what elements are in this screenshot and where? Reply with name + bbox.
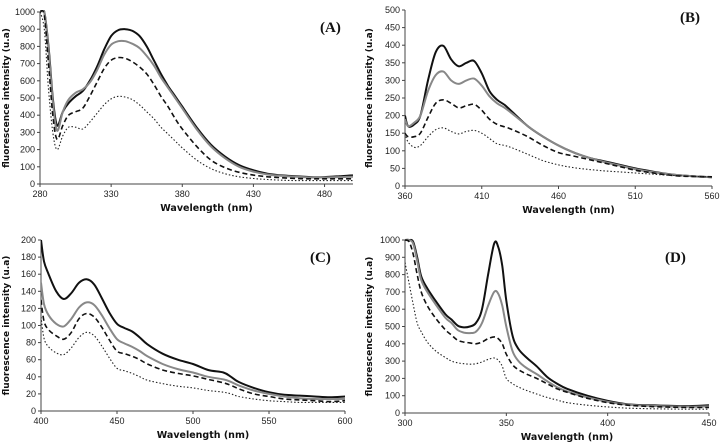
y-tick-label: 0 [395, 181, 400, 191]
y-tick-label: 500 [20, 93, 35, 103]
series-line-solid-black [405, 238, 710, 408]
y-tick-label: 100 [21, 321, 36, 331]
y-tick-label: 500 [385, 322, 400, 332]
series-line-dashed-black [405, 239, 709, 409]
panel-label: (D) [665, 250, 686, 266]
x-tick-label: 550 [261, 416, 276, 426]
x-axis-label: Wavelength (nm) [160, 203, 252, 214]
y-tick-label: 700 [20, 59, 35, 69]
y-tick-label: 0 [395, 408, 400, 418]
y-tick-label: 150 [385, 128, 400, 138]
y-tick-label: 0 [31, 406, 36, 416]
y-axis-label: fluorescence intensity (u.a) [2, 256, 12, 396]
series-line-solid-gray [405, 70, 713, 179]
y-tick-label: 100 [385, 391, 400, 401]
x-axis-label: Wavelength (nm) [157, 430, 249, 441]
x-tick-label: 430 [246, 189, 261, 199]
y-tick-label: 400 [385, 339, 400, 349]
series-line-dotted-black [405, 127, 713, 178]
x-tick-label: 400 [33, 416, 48, 426]
series-line-solid-black [405, 44, 713, 179]
y-tick-label: 100 [20, 162, 35, 172]
y-tick-label: 200 [385, 373, 400, 383]
x-tick-label: 410 [474, 191, 489, 201]
x-tick-label: 460 [551, 191, 566, 201]
y-tick-label: 400 [20, 110, 35, 120]
panel-label: (B) [680, 10, 700, 26]
series-line-dashed-black [405, 98, 713, 178]
y-tick-label: 50 [390, 163, 400, 173]
x-tick-label: 560 [704, 191, 719, 201]
y-tick-label: 600 [385, 304, 400, 314]
series-line-solid-gray [405, 238, 710, 408]
panel-c: 0 20 40 60 80 100 120 140 160 180 200 400 450 500 550 6… [2, 235, 353, 441]
x-tick-label: 360 [397, 191, 412, 201]
y-tick-label: 200 [21, 235, 36, 245]
y-tick-label: 1000 [380, 235, 400, 245]
y-tick-label: 300 [20, 127, 35, 137]
x-tick-label: 450 [109, 416, 124, 426]
panel-b: 0 50 100 150 200 250 300 350 400 450 500 360 410 460 5… [365, 5, 720, 216]
x-tick-label: 600 [337, 416, 352, 426]
y-axis-label: fluorescence intensity (u.a) [2, 28, 12, 168]
y-tick-label: 450 [385, 23, 400, 33]
y-tick-label: 500 [385, 5, 400, 15]
y-tick-label: 700 [385, 287, 400, 297]
y-tick-label: 350 [385, 58, 400, 68]
y-tick-label: 60 [26, 355, 36, 365]
x-tick-label: 480 [317, 189, 332, 199]
series-line-dashed-black [40, 10, 353, 180]
series-line-solid-black [40, 10, 354, 179]
y-tick-label: 1000 [15, 7, 35, 17]
x-axis-label: Wavelength (nm) [521, 432, 613, 443]
series-line-dotted-black [405, 262, 710, 410]
y-tick-label: 40 [26, 372, 36, 382]
y-tick-label: 800 [385, 270, 400, 280]
x-tick-label: 300 [397, 418, 412, 428]
x-tick-label: 380 [175, 189, 190, 199]
y-tick-label: 400 [385, 40, 400, 50]
y-tick-label: 160 [21, 269, 36, 279]
x-tick-label: 510 [628, 191, 643, 201]
y-axis-label: fluorescence intensity (u.a) [365, 257, 375, 397]
y-tick-label: 600 [20, 76, 35, 86]
y-tick-label: 900 [20, 24, 35, 34]
x-tick-label: 350 [499, 418, 514, 428]
series-line-dotted-black [40, 11, 353, 182]
y-tick-label: 0 [30, 179, 35, 189]
x-tick-label: 280 [32, 189, 47, 199]
panel-d: 0 100 200 300 400 500 600 700 800 900 1000 300 350 40… [365, 235, 717, 443]
panel-label: (C) [310, 250, 331, 266]
y-tick-label: 120 [21, 303, 36, 313]
y-tick-label: 20 [26, 389, 36, 399]
series-line-dotted-black [41, 316, 345, 404]
y-tick-label: 250 [385, 93, 400, 103]
y-tick-label: 900 [385, 252, 400, 262]
y-tick-label: 180 [21, 252, 36, 262]
x-tick-label: 450 [701, 418, 716, 428]
series-line-solid-gray [40, 10, 354, 179]
x-tick-label: 400 [600, 418, 615, 428]
panel-a: 0 100 200 300 400 500 600 700 800 900 1000 280 330 38… [2, 7, 354, 214]
y-tick-label: 80 [26, 338, 36, 348]
y-tick-label: 800 [20, 41, 35, 51]
panel-label: (A) [320, 20, 341, 36]
y-tick-label: 140 [21, 286, 36, 296]
y-tick-label: 100 [385, 146, 400, 156]
x-tick-label: 500 [185, 416, 200, 426]
y-tick-label: 200 [385, 111, 400, 121]
series-line-solid-gray [41, 282, 345, 401]
y-tick-label: 200 [20, 145, 35, 155]
y-axis-label: fluorescence intensity (u.a) [365, 28, 375, 168]
series-line-solid-black [41, 239, 346, 399]
x-axis-label: Wavelength (nm) [522, 205, 614, 216]
x-tick-label: 330 [104, 189, 119, 199]
y-tick-label: 300 [385, 356, 400, 366]
series-line-dashed-black [41, 299, 346, 403]
y-tick-label: 300 [385, 75, 400, 85]
